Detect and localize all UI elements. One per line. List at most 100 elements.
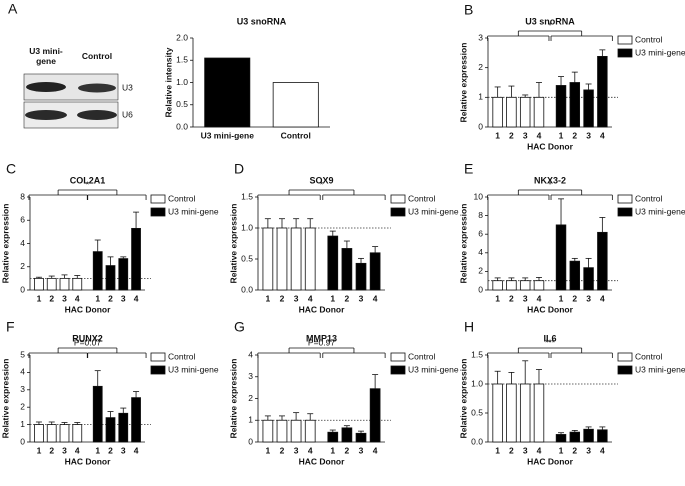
y-tick-label: 3	[20, 384, 25, 394]
y-axis-label: Relative expression	[458, 43, 468, 123]
x-tick-label: Control	[281, 130, 311, 140]
y-axis-label: Relative expression	[0, 204, 10, 284]
x-tick-label: 3	[523, 293, 528, 303]
bar	[597, 55, 608, 128]
y-tick-label: 0	[20, 436, 25, 446]
legend-label: U3 mini-gene	[168, 364, 219, 374]
x-tick-label: 3	[62, 445, 67, 455]
bar	[369, 388, 381, 443]
legend-label: U3 mini-gene	[408, 206, 459, 216]
legend-swatch	[617, 194, 633, 204]
legend-swatch	[617, 35, 633, 45]
x-tick-label: 4	[308, 445, 313, 455]
bar	[533, 96, 545, 128]
y-tick-label: 0	[478, 121, 483, 131]
y-tick-label: 8	[20, 191, 25, 201]
significance: *	[548, 20, 552, 30]
y-tick-label: 0	[248, 436, 253, 446]
x-tick-label: 3	[294, 445, 299, 455]
x-tick-label: 1	[495, 130, 500, 140]
bar	[555, 85, 567, 128]
y-tick-label: 4	[20, 238, 25, 248]
significance: *	[86, 179, 90, 189]
x-tick-label: 4	[373, 293, 378, 303]
legend-swatch	[390, 365, 406, 375]
x-tick-label: 3	[121, 293, 126, 303]
x-axis-label: HAC Donor	[527, 456, 573, 466]
bar	[327, 235, 339, 291]
bar	[105, 417, 116, 443]
x-axis-label: HAC Donor	[299, 304, 345, 314]
x-tick-label: 3	[586, 293, 591, 303]
bar	[492, 96, 503, 128]
bar	[105, 265, 116, 291]
x-tick-label: 2	[572, 130, 577, 140]
bar	[34, 424, 44, 443]
x-tick-label: 2	[49, 293, 54, 303]
y-tick-label: 2	[478, 62, 483, 72]
y-tick-label: 5	[20, 349, 25, 359]
y-axis-label: Relative expression	[0, 359, 10, 439]
legend-swatch	[150, 365, 166, 375]
x-tick-label: 3	[359, 445, 364, 455]
x-tick-label: 2	[108, 445, 113, 455]
x-tick-label: 2	[509, 445, 514, 455]
x-axis-label: HAC Donor	[527, 304, 573, 314]
bar	[46, 277, 57, 291]
bar	[204, 57, 251, 128]
bar	[506, 280, 517, 291]
x-tick-label: 1	[330, 445, 335, 455]
x-tick-label: 4	[373, 445, 378, 455]
x-tick-label: 3	[523, 130, 528, 140]
blot-band	[25, 110, 67, 120]
bar	[72, 424, 83, 443]
legend-label: Control	[408, 351, 436, 361]
x-tick-label: 4	[134, 445, 139, 455]
bar	[369, 252, 381, 291]
chart-title: COL2A1	[70, 175, 106, 185]
y-axis-label: Relative expression	[458, 204, 468, 284]
y-tick-label: 1.5	[471, 349, 483, 359]
x-tick-label: 1	[495, 293, 500, 303]
y-tick-label: 4	[20, 367, 25, 377]
x-tick-label: 3	[62, 293, 67, 303]
y-tick-label: 1.0	[176, 77, 188, 87]
y-tick-label: 8	[478, 210, 483, 220]
x-axis-label: HAC Donor	[299, 456, 345, 466]
y-tick-label: 0.0	[471, 436, 483, 446]
significance: P=0.07	[74, 337, 101, 347]
x-tick-label: 4	[134, 293, 139, 303]
x-tick-label: 4	[75, 445, 80, 455]
chart-title: IL6	[543, 333, 556, 343]
legend-swatch	[390, 194, 406, 204]
legend-label: U3 mini-gene	[408, 364, 459, 374]
y-tick-label: 1	[248, 415, 253, 425]
y-axis-label: Relative expression	[228, 359, 238, 439]
lane-label: U3 mini-gene	[29, 46, 63, 66]
bar	[276, 419, 288, 443]
panel-label: D	[234, 161, 244, 177]
x-tick-label: 4	[600, 130, 605, 140]
bar	[92, 385, 103, 443]
legend-label: Control	[168, 351, 196, 361]
y-tick-label: 0.5	[176, 99, 188, 109]
x-tick-label: 1	[95, 445, 100, 455]
bar	[72, 277, 83, 291]
bar	[583, 89, 594, 128]
chart-title: NKX3-2	[534, 175, 566, 185]
y-tick-label: 0.5	[241, 253, 253, 263]
legend-label: Control	[635, 34, 663, 44]
bar	[583, 267, 594, 291]
bar	[34, 277, 44, 291]
legend-label: U3 mini-gene	[635, 47, 685, 57]
x-tick-label: 1	[37, 445, 42, 455]
x-tick-label: 3	[586, 130, 591, 140]
chart-title: U3 snoRNA	[525, 16, 575, 26]
x-tick-label: 2	[108, 293, 113, 303]
y-tick-label: 1.0	[241, 222, 253, 232]
bar	[290, 419, 302, 443]
x-tick-label: 1	[95, 293, 100, 303]
chart-title: U3 snoRNA	[237, 16, 287, 26]
y-axis-label: Relative expression	[458, 359, 468, 439]
